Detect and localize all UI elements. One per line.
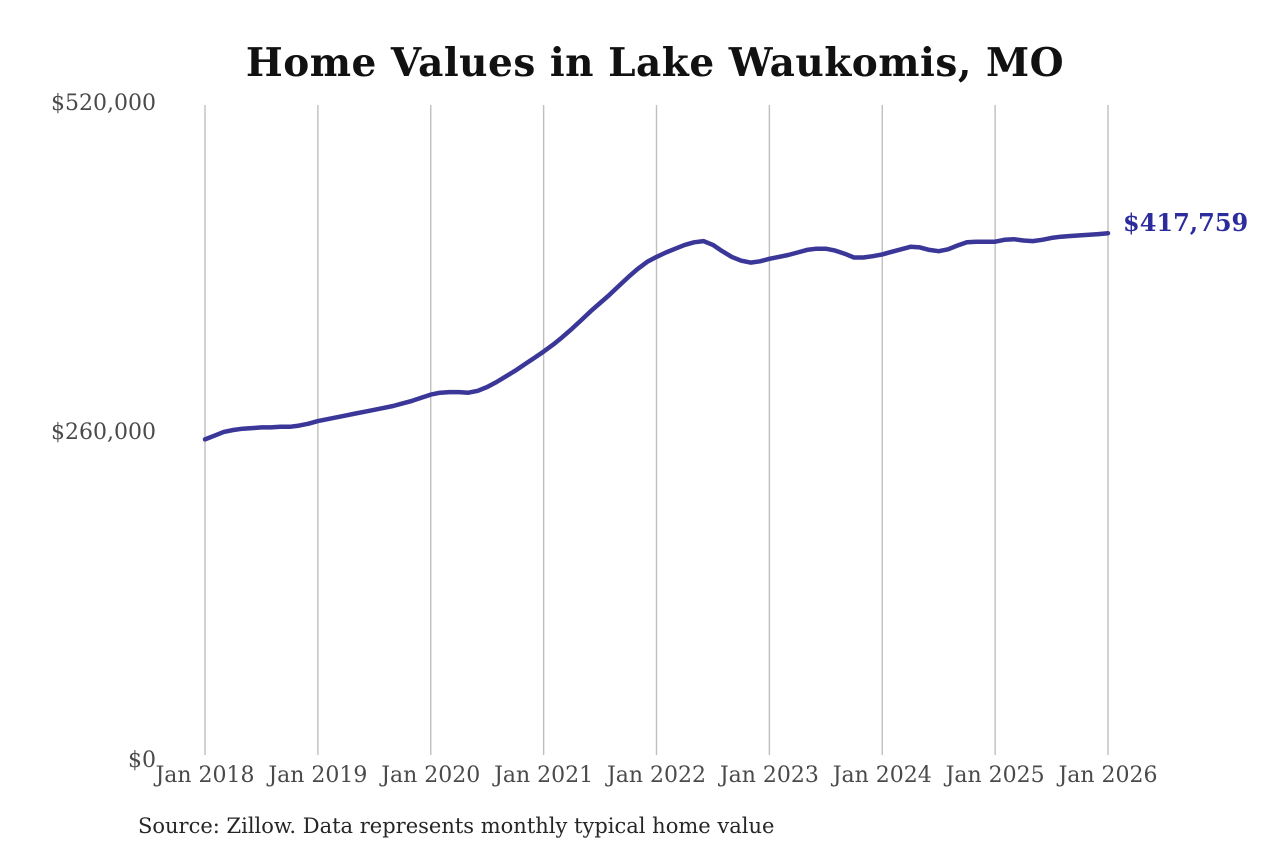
home-value-line bbox=[202, 230, 1111, 442]
y-axis-tick-label: $520,000 bbox=[51, 91, 156, 116]
x-axis-tick-label: Jan 2023 bbox=[719, 763, 819, 788]
x-axis-tick-label: Jan 2021 bbox=[494, 763, 594, 788]
x-axis-tick-label: Jan 2018 bbox=[155, 763, 255, 788]
x-axis-tick-label: Jan 2022 bbox=[606, 763, 707, 788]
x-axis-tick-label: Jan 2019 bbox=[268, 763, 368, 788]
x-axis-tick-label: Jan 2026 bbox=[1058, 763, 1158, 788]
y-axis-tick-label: $0 bbox=[128, 748, 156, 773]
y-axis-tick-label: $260,000 bbox=[51, 419, 156, 445]
source-note: Source: Zillow. Data represents monthly … bbox=[138, 814, 775, 838]
x-axis-tick-label: Jan 2025 bbox=[945, 763, 1045, 788]
x-axis-tick-label: Jan 2020 bbox=[381, 763, 481, 788]
x-axis-tick-label: Jan 2024 bbox=[832, 763, 932, 788]
chart-title: Home Values in Lake Waukomis, MO bbox=[245, 40, 1065, 86]
end-value-label: $417,759 bbox=[1123, 208, 1249, 238]
